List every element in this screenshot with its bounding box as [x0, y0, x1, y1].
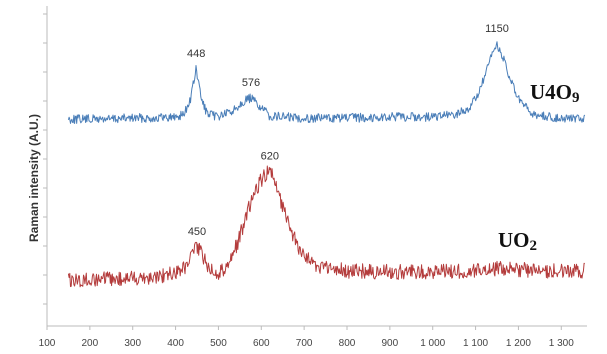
peak-label: 620	[261, 151, 279, 163]
x-tick-label: 600	[253, 338, 270, 349]
x-tick-label: 700	[296, 338, 313, 349]
series-line-0	[68, 42, 584, 124]
peak-label: 1150	[485, 23, 509, 35]
peak-annotations: 448 576 1150 450 620	[187, 23, 509, 238]
x-tick-label: 100	[39, 338, 56, 349]
peak-label: 448	[187, 48, 205, 60]
x-tick-label: 400	[167, 338, 184, 349]
x-tick-label: 500	[210, 338, 227, 349]
series-line-1	[68, 166, 584, 287]
peak-label: 576	[242, 77, 260, 89]
peak-label: 450	[188, 226, 206, 238]
x-tick-label: 1 200	[506, 338, 531, 349]
axes: 100 200 300 400 500 600 700 800 900 1 000 1 100 1 2…	[39, 6, 587, 349]
x-tick-label: 1 100	[463, 338, 488, 349]
y-axis-label: Raman intensity (A.U.)	[27, 114, 41, 242]
x-tick-label: 200	[82, 338, 99, 349]
x-tick-label: 900	[382, 338, 399, 349]
x-tick-label: 300	[124, 338, 141, 349]
series-label-uo2: UO2	[498, 228, 537, 254]
series-label-u4o9: U4O9	[530, 80, 580, 106]
x-tick-label: 800	[339, 338, 356, 349]
x-tick-label: 1 000	[420, 338, 445, 349]
x-tick-label: 1 300	[549, 338, 574, 349]
